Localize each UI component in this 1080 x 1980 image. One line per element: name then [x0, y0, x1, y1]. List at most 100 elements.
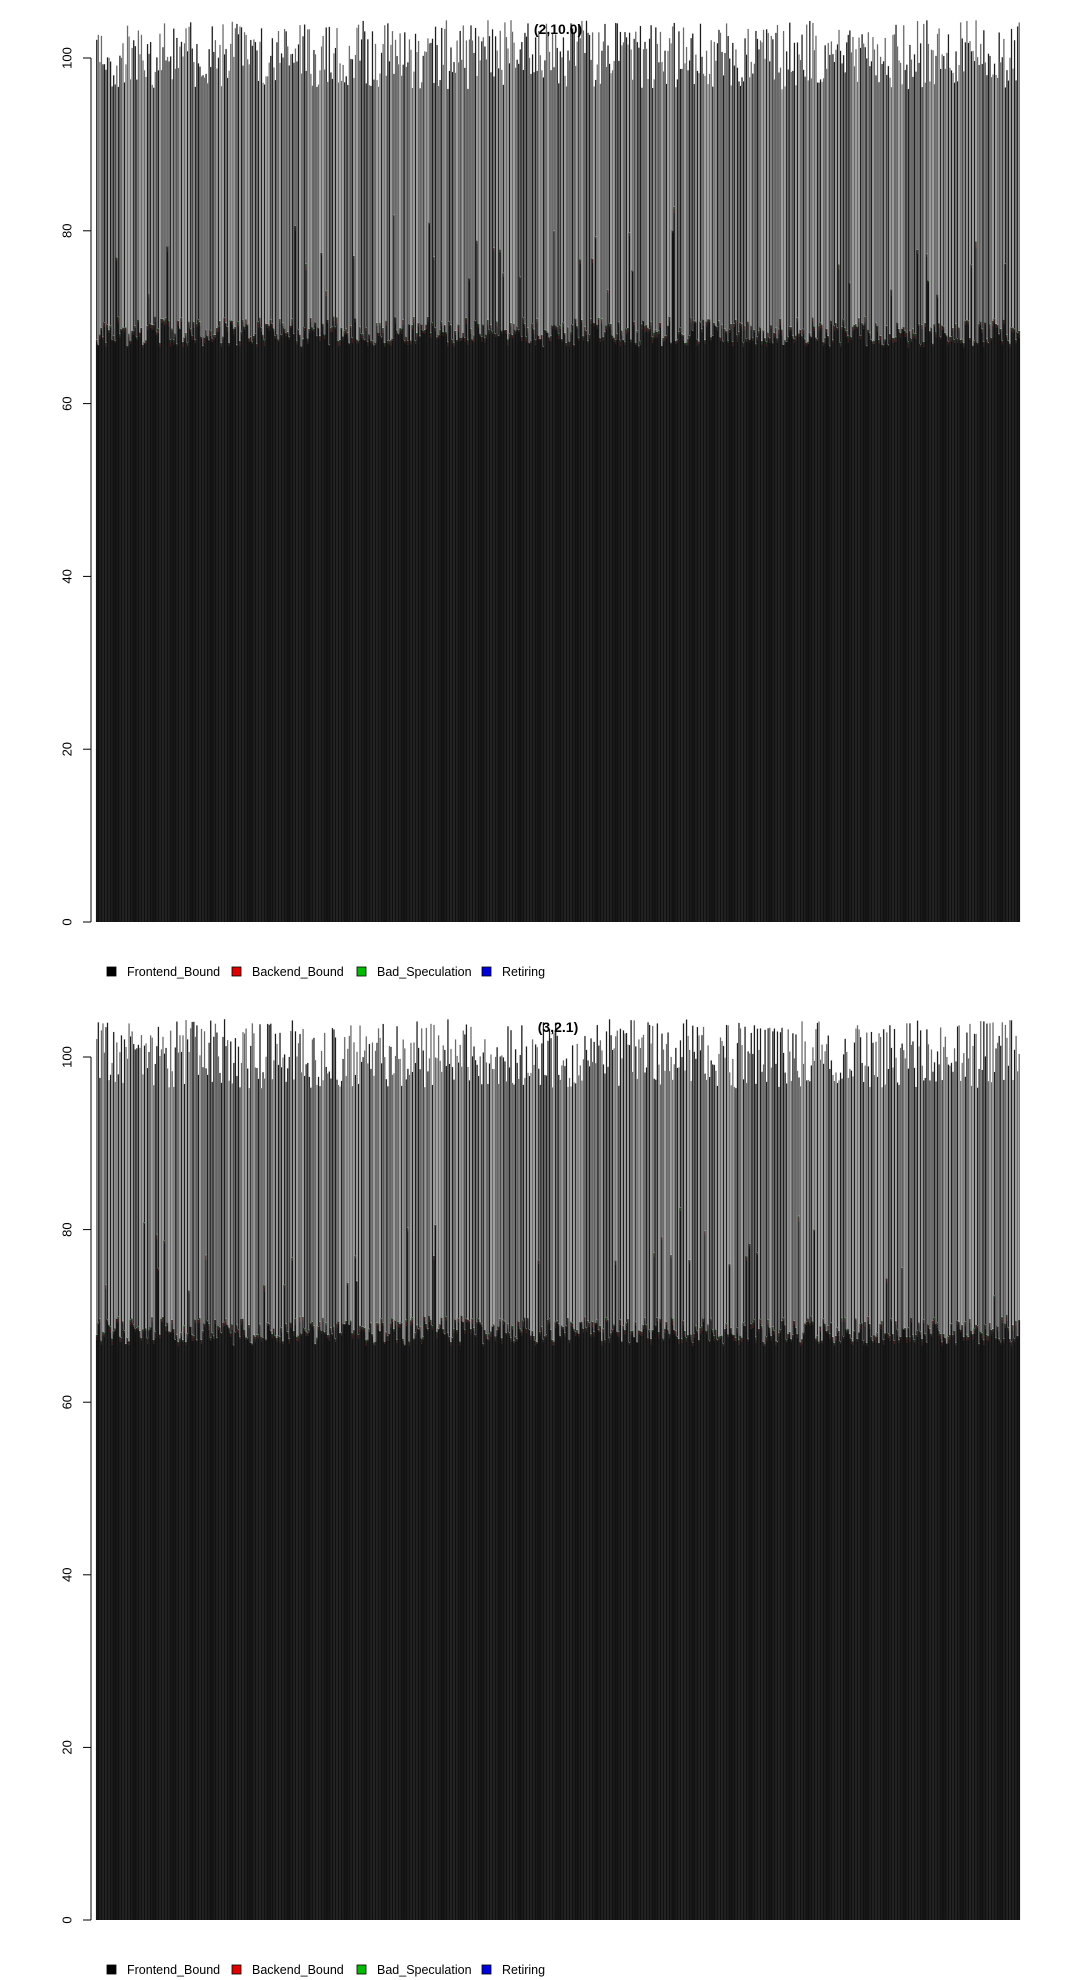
- bar-segment-bad-speculation: [788, 326, 791, 329]
- bar-segment-frontend-bound: [961, 1326, 964, 1920]
- bar-segment-frontend-bound: [858, 1332, 860, 1920]
- bar-segment-retiring: [491, 1068, 494, 1327]
- bar-segment-bad-speculation: [921, 1338, 924, 1342]
- bar-segment-retiring: [747, 28, 750, 322]
- bar-segment-retiring: [839, 50, 842, 343]
- bar-segment-backend-bound: [99, 335, 101, 339]
- bar-segment-frontend-bound: [114, 342, 117, 922]
- bar-segment-backend-bound: [925, 254, 928, 257]
- bar-segment-frontend-bound: [340, 329, 343, 922]
- bar-segment-backend-bound: [477, 325, 480, 328]
- bar-segment-backend-bound: [958, 328, 961, 331]
- bar-segment-backend-bound: [594, 1322, 597, 1325]
- bar-segment-retiring: [922, 1080, 925, 1320]
- bar-segment-backend-bound: [145, 341, 147, 345]
- bar-segment-retiring: [898, 1084, 901, 1340]
- bar-segment-frontend-bound: [216, 331, 218, 922]
- bar-segment-frontend-bound: [708, 1342, 711, 1920]
- bar-segment-frontend-bound: [885, 326, 888, 922]
- bar-segment-bad-speculation: [613, 1324, 616, 1326]
- bar-segment-bad-speculation: [353, 1329, 355, 1332]
- bar-segment-bad-speculation: [380, 1318, 383, 1321]
- bar-segment-bad-speculation: [630, 1330, 632, 1334]
- bar-segment-retiring: [691, 1025, 694, 1343]
- bar-segment-frontend-bound: [753, 1321, 756, 1920]
- bar-segment-retiring: [858, 1029, 860, 1333]
- bar-segment-frontend-bound: [149, 1329, 152, 1920]
- bar-segment-retiring: [667, 50, 670, 326]
- bar-segment-frontend-bound: [223, 1325, 226, 1920]
- bar-segment-backend-bound: [938, 1332, 940, 1336]
- bar-segment-bad-speculation: [813, 1229, 816, 1231]
- bar-segment-retiring: [850, 1070, 853, 1339]
- bar-segment-frontend-bound: [795, 339, 797, 922]
- bar-segment-backend-bound: [748, 339, 751, 343]
- bar-segment-frontend-bound: [755, 345, 757, 922]
- bar-segment-retiring: [768, 61, 771, 338]
- bar-segment-backend-bound: [784, 341, 786, 343]
- bar-segment-frontend-bound: [990, 1334, 993, 1920]
- bar-segment-bad-speculation: [302, 338, 304, 341]
- bar-segment-retiring: [308, 29, 311, 329]
- bar-segment-retiring: [226, 1039, 229, 1325]
- bar-segment-frontend-bound: [516, 326, 519, 922]
- bar-segment-frontend-bound: [901, 329, 904, 922]
- bar-segment-bad-speculation: [299, 1316, 301, 1319]
- bar-segment-bad-speculation: [95, 1334, 98, 1337]
- bar-segment-retiring: [671, 26, 674, 231]
- bar-segment-retiring: [503, 22, 506, 330]
- bar-segment-frontend-bound: [460, 1320, 463, 1920]
- bar-segment-retiring: [773, 79, 776, 333]
- bar-segment-backend-bound: [932, 1320, 934, 1325]
- bar-segment-backend-bound: [209, 331, 212, 336]
- bar-segment-retiring: [881, 1086, 884, 1321]
- bar-segment-retiring: [309, 1087, 312, 1324]
- bar-segment-backend-bound: [407, 340, 409, 345]
- bar-segment-retiring: [985, 1023, 988, 1335]
- bar-segment-backend-bound: [519, 1329, 522, 1333]
- bar-segment-frontend-bound: [922, 346, 925, 922]
- bar-segment-frontend-bound: [114, 1330, 117, 1920]
- bar-segment-frontend-bound: [771, 343, 774, 922]
- bar-segment-bad-speculation: [496, 321, 499, 324]
- bar-segment-frontend-bound: [212, 339, 215, 922]
- bar-segment-retiring: [784, 1072, 787, 1325]
- bar-segment-backend-bound: [642, 1326, 645, 1330]
- bar-segment-retiring: [847, 1077, 850, 1329]
- bar-segment-backend-bound: [177, 1342, 180, 1347]
- bar-segment-bad-speculation: [333, 316, 335, 319]
- bar-segment-bad-speculation: [146, 1337, 149, 1340]
- bar-segment-bad-speculation: [182, 341, 184, 343]
- bar-segment-frontend-bound: [504, 331, 506, 922]
- bar-segment-frontend-bound: [407, 344, 409, 922]
- bar-segment-bad-speculation: [351, 337, 354, 340]
- bar-segment-backend-bound: [673, 208, 676, 213]
- bar-segment-backend-bound: [490, 1333, 492, 1337]
- bar-segment-backend-bound: [502, 1320, 505, 1325]
- bar-segment-backend-bound: [394, 1321, 397, 1326]
- bar-segment-retiring: [642, 1034, 645, 1325]
- bar-segment-frontend-bound: [370, 342, 372, 922]
- bar-segment-backend-bound: [815, 1340, 817, 1342]
- bar-segment-frontend-bound: [413, 1340, 415, 1920]
- bar-segment-retiring: [237, 33, 240, 322]
- bar-segment-bad-speculation: [212, 334, 215, 337]
- bar-segment-backend-bound: [869, 1324, 871, 1329]
- bar-segment-retiring: [440, 27, 443, 322]
- bar-segment-retiring: [842, 54, 845, 320]
- bar-segment-frontend-bound: [876, 331, 879, 922]
- bar-segment-backend-bound: [205, 1256, 207, 1261]
- bar-segment-retiring: [710, 1060, 713, 1319]
- bar-segment-retiring: [944, 68, 947, 333]
- bar-segment-backend-bound: [470, 1329, 472, 1334]
- bar-segment-retiring: [936, 33, 939, 295]
- bar-segment-retiring: [762, 29, 765, 331]
- bar-segment-bad-speculation: [616, 333, 619, 335]
- bar-segment-retiring: [420, 81, 423, 325]
- bar-segment-bad-speculation: [781, 329, 783, 332]
- bar-segment-frontend-bound: [975, 1328, 977, 1920]
- bar-segment-backend-bound: [434, 1225, 437, 1227]
- bar-segment-bad-speculation: [812, 317, 814, 319]
- bar-segment-frontend-bound: [374, 1345, 377, 1920]
